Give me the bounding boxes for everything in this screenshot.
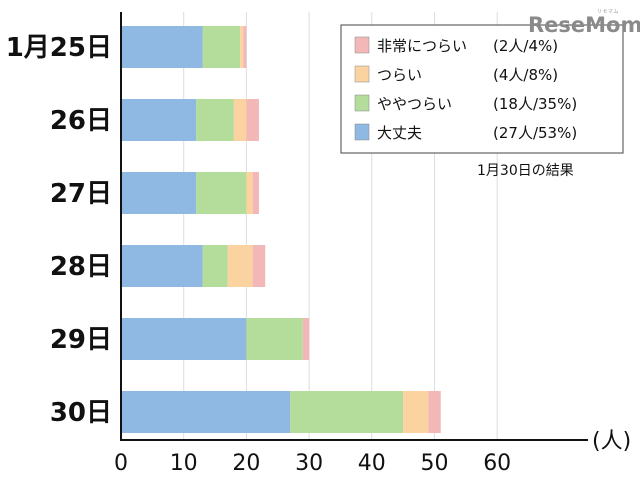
bar-segment-4-1	[246, 318, 303, 360]
bar-segment-2-0	[121, 172, 197, 214]
logo-subtext: リセマム	[597, 9, 619, 15]
bar-segment-2-2	[246, 172, 253, 214]
category-label: 28日	[50, 252, 112, 282]
category-label: 26日	[50, 106, 112, 136]
bar-segment-3-0	[121, 245, 203, 287]
legend-detail: (27人/53%)	[493, 124, 577, 142]
legend-box	[340, 24, 624, 154]
legend-label: 大丈夫	[377, 124, 422, 142]
bars	[121, 26, 441, 433]
bar-segment-5-0	[121, 391, 291, 433]
bar-segment-0-2	[240, 26, 244, 68]
legend-detail: (4人/8%)	[493, 66, 558, 84]
legend-label: つらい	[377, 66, 422, 84]
legend-detail: (2人/4%)	[493, 37, 558, 55]
category-labels: 1月25日 26日 27日 28日 29日 30日	[6, 33, 112, 428]
bar-segment-1-3	[246, 99, 259, 141]
x-tick-label: 30	[295, 451, 323, 476]
bar-segment-4-0	[121, 318, 247, 360]
resemom-logo: リセマム ReseMom	[528, 9, 640, 37]
bar-segment-4-3	[302, 318, 310, 360]
bar-segment-1-2	[233, 99, 247, 141]
x-unit-label: (人)	[592, 429, 631, 454]
legend-items: 非常につらい (2人/4%) つらい (4人/8%) ややつらい (18人/35%) 大丈夫…	[354, 36, 577, 142]
legend-swatch	[354, 94, 370, 112]
legend: 非常につらい (2人/4%) つらい (4人/8%) ややつらい (18人/35%) 大丈夫…	[340, 24, 624, 154]
bar-segment-2-3	[252, 172, 259, 214]
bar-segment-3-3	[252, 245, 266, 287]
category-label: 27日	[50, 179, 112, 209]
x-tick-label: 20	[232, 451, 260, 476]
legend-swatch	[354, 65, 370, 83]
category-label: 29日	[50, 325, 112, 355]
legend-label: 非常につらい	[377, 37, 467, 55]
logo-text: ReseMom	[528, 13, 640, 37]
x-tick-label: 10	[170, 451, 198, 476]
bar-segment-5-1	[290, 391, 404, 433]
legend-label: ややつらい	[377, 95, 452, 113]
legend-swatch	[354, 36, 370, 54]
legend-note: 1月30日の結果	[477, 163, 574, 179]
category-label: 1月25日	[6, 33, 112, 63]
x-tick-label: 40	[358, 451, 386, 476]
x-tick-label: 0	[114, 451, 128, 476]
bar-segment-0-0	[121, 26, 203, 68]
bar-segment-5-3	[428, 391, 441, 433]
x-tick-labels: 0 10 20 30 40 50 60	[114, 451, 511, 476]
bar-segment-0-1	[202, 26, 241, 68]
bar-segment-1-0	[121, 99, 197, 141]
bar-segment-0-3	[243, 26, 247, 68]
x-tick-label: 60	[483, 451, 511, 476]
bar-segment-1-1	[196, 99, 234, 141]
category-label: 30日	[50, 398, 112, 428]
bar-segment-3-1	[202, 245, 228, 287]
x-tick-label: 50	[421, 451, 449, 476]
legend-swatch	[354, 123, 370, 141]
bar-segment-5-2	[403, 391, 429, 433]
bar-segment-3-2	[227, 245, 253, 287]
legend-detail: (18人/35%)	[493, 95, 577, 113]
bar-segment-2-1	[196, 172, 247, 214]
